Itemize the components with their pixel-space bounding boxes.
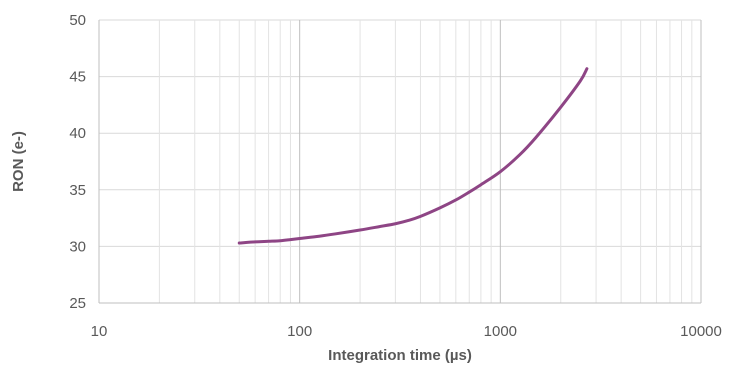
x-tick-label: 100 xyxy=(287,323,312,340)
y-tick-label: 25 xyxy=(69,295,86,312)
x-tick-label: 10 xyxy=(91,323,108,340)
series xyxy=(237,67,589,245)
y-axis-title: RON (e-) xyxy=(10,131,27,192)
y-tick-label: 40 xyxy=(69,125,86,142)
x-axis-title: Integration time (µs) xyxy=(328,347,472,364)
y-tick-label: 35 xyxy=(69,182,86,199)
series-line-0 xyxy=(237,67,589,245)
y-tick-label: 45 xyxy=(69,69,86,86)
grid xyxy=(98,19,702,304)
y-tick-label: 30 xyxy=(69,238,86,255)
tick-labels: 25 30 35 40 45 50 10 100 1000 10000 xyxy=(69,12,722,340)
axes xyxy=(98,20,701,304)
x-tick-label: 10000 xyxy=(680,323,722,340)
x-tick-label: 1000 xyxy=(484,323,517,340)
y-tick-label: 50 xyxy=(69,12,86,29)
